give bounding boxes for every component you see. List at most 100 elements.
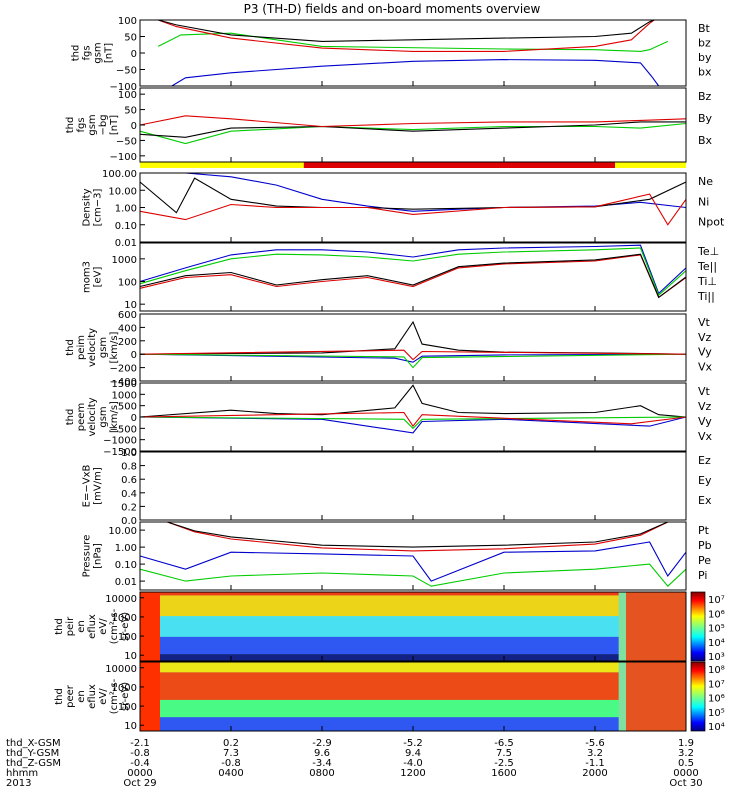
spectrogram-band (160, 595, 619, 617)
spectrogram-band (160, 699, 619, 718)
footer-value: -1.1 (585, 758, 605, 769)
legend-entry: Ex (698, 494, 712, 507)
series-line (139, 193, 687, 226)
y-tick-label: 10 (124, 651, 137, 662)
y-tick-label: 400 (118, 323, 137, 334)
footer-value: -6.5 (494, 738, 514, 749)
y-axis-label-line: E=−VxB (82, 465, 93, 508)
legend-entry: Pe (698, 554, 711, 567)
legend-entry: Ni (698, 195, 709, 208)
footer-value: 9.4 (405, 748, 421, 759)
series-line (171, 59, 660, 87)
y-axis-label-line: thd (65, 339, 76, 356)
y-axis-label-line: gsm (98, 337, 109, 358)
y-axis-label: E=−VxB[mV/m] (82, 465, 104, 508)
legend-entry: Bt (698, 22, 711, 35)
footer-row-label: hhmm (6, 768, 38, 779)
y-axis-label-line: eV/ (98, 618, 109, 635)
y-tick-label: 100.00 (102, 169, 137, 180)
y-tick-label: 100 (118, 90, 137, 101)
y-tick-label: 10.00 (108, 526, 137, 537)
colorbar-tick-label: 10⁷ (708, 679, 725, 690)
series-line (139, 121, 686, 138)
y-axis-label-line: thd (65, 409, 76, 426)
colorbar-tick-label: 10⁷ (708, 595, 725, 606)
y-tick-label: 50 (124, 33, 137, 44)
y-axis-label: Pressure[nPa] (82, 535, 104, 578)
legend-entry: Bz (698, 90, 712, 103)
series-line (139, 320, 687, 355)
y-axis-label-line: fgs (82, 45, 93, 60)
series-line (139, 411, 687, 428)
y-tick-label: 1.00 (115, 543, 137, 554)
y-tick-label: 1000 (112, 613, 137, 624)
y-tick-label: −100 (110, 82, 137, 93)
y-tick-label: 200 (118, 337, 137, 348)
legend-entry: Pt (698, 524, 710, 537)
time-tick-label: 1600 (491, 768, 516, 779)
panels: 100500−50−100thdfgsgsm[nT]Btbzbybx100500… (54, 16, 725, 733)
y-tick-label: 1.0 (121, 448, 137, 459)
legend-entry: bx (698, 66, 712, 79)
time-tick-label: 2000 (582, 768, 607, 779)
y-axis-label-line: [km/s] (109, 401, 120, 433)
legend-entry: Vt (698, 385, 711, 398)
colorbar-tick-label: 10⁸ (708, 665, 725, 676)
y-axis-label-line: peem (76, 403, 87, 431)
y-tick-label: 500 (118, 402, 137, 413)
colorbar-tick-label: 10⁵ (708, 624, 725, 635)
date-label: Oct 29 (123, 778, 156, 789)
footer-value: -0.4 (130, 758, 150, 769)
legend-entry: Te⊥ (697, 245, 719, 258)
panel-p3: 100.00 10.00 1.00 0.10 0.01 Density[cm−3] Ne Ni… (82, 169, 725, 249)
y-axis-label-line: thd (54, 688, 65, 705)
y-axis-label-line: eflux (87, 614, 98, 639)
y-tick-label: 0.0 (121, 516, 137, 527)
panel-frame (139, 242, 687, 312)
spectrogram-band (160, 662, 619, 673)
y-axis-label-line: Pressure (82, 535, 93, 578)
colorbar-tick-label: 10⁶ (708, 694, 725, 705)
y-axis-label-line: eV/ (98, 688, 109, 705)
y-tick-label: 0.8 (121, 462, 137, 473)
y-axis-label-line: Density (82, 188, 93, 226)
panel-frame (139, 19, 687, 87)
y-axis-label-line: gsm (98, 406, 109, 427)
footer-value: 7.5 (496, 748, 512, 759)
panel-p8: 10.00 1.00 0.10 0.01 Pressure[nPa] Pt Pb Pe Pi (82, 521, 712, 591)
legend-entry: Vx (698, 360, 713, 373)
footer-row-label: 2013 (6, 778, 31, 789)
y-tick-label: 1500 (112, 379, 137, 390)
footer-value: -2.9 (312, 738, 332, 749)
footer-value: 7.3 (223, 748, 239, 759)
y-axis-label-line: velocity (87, 397, 98, 436)
y-axis-label: thdfgsgsm−bg[nT] (65, 114, 120, 135)
series-line (139, 541, 687, 582)
y-tick-label: 100 (118, 16, 137, 27)
y-axis-label-line: [nT] (109, 115, 120, 135)
footer-row-label: thd_Y-GSM (6, 748, 59, 759)
y-tick-label: 10 (124, 721, 137, 732)
series-line (139, 353, 687, 369)
panel-frame (139, 87, 687, 163)
series-line (139, 563, 687, 588)
footer-value: -0.8 (221, 758, 241, 769)
y-tick-label: 100 (118, 702, 137, 713)
legend-entry: Vz (698, 331, 712, 344)
legend-entry: Vy (698, 346, 712, 359)
time-tick-label: 0000 (673, 768, 698, 779)
instrument-mode-strip (140, 162, 686, 168)
y-axis-label: Density[cm−3] (82, 188, 104, 226)
y-tick-label: 0.4 (121, 489, 137, 500)
y-axis-label-line: [km/s] (109, 331, 120, 363)
legend-entry: by (698, 51, 712, 64)
footer-value: 0.2 (223, 738, 239, 749)
y-axis-label: thdpeemvelocitygsm[km/s] (65, 397, 120, 436)
y-axis-label: thdpeerenefluxeV/(cm²-s-sr-eV) (54, 678, 131, 714)
y-axis-label-line: −bg (98, 114, 109, 135)
footer-row-label: thd_Z-GSM (6, 758, 61, 769)
panel-p9: 10⁷ 10⁶ 10⁵ 10⁴ 10³ 10000 1000 100 10 thdpeirenef… (54, 591, 725, 663)
y-tick-label: −200 (110, 364, 137, 375)
